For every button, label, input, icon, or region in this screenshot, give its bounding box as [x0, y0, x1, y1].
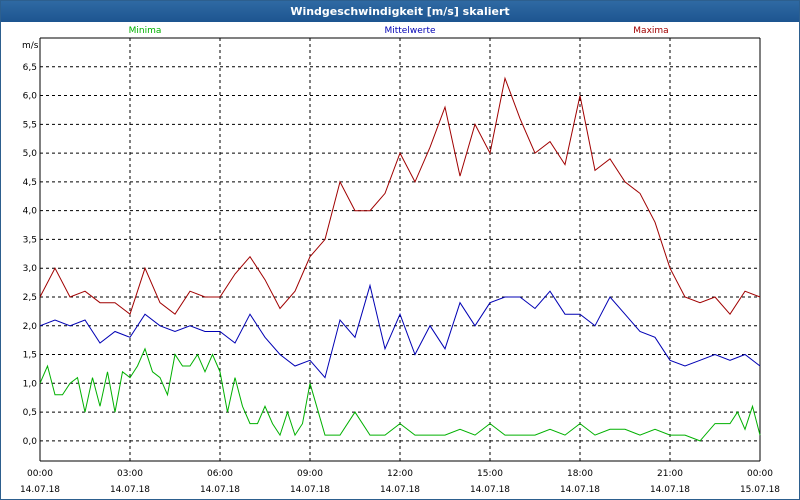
y-tick-label: 3,5	[23, 235, 37, 245]
x-tick-time: 21:00	[657, 469, 683, 479]
chart-grid	[40, 38, 760, 461]
x-tick-date: 14.07.18	[110, 485, 150, 495]
x-tick-date: 14.07.18	[560, 485, 600, 495]
legend-minima: Minima	[129, 26, 162, 36]
legend-maxima: Maxima	[633, 26, 668, 36]
y-axis-label: m/s	[22, 41, 39, 51]
y-tick-label: 4,0	[23, 207, 38, 217]
y-tick-label: 0,5	[23, 408, 37, 418]
x-tick-time: 09:00	[297, 469, 323, 479]
x-tick-date: 14.07.18	[650, 485, 690, 495]
x-tick-time: 18:00	[567, 469, 593, 479]
x-tick-time: 06:00	[207, 469, 233, 479]
x-tick-time: 15:00	[477, 469, 503, 479]
x-tick-time: 12:00	[387, 469, 413, 479]
y-tick-label: 1,5	[23, 351, 37, 361]
legend-mittelwerte: Mittelwerte	[384, 26, 435, 36]
x-tick-labels: 00:00 14.07.18 03:00 14.07.18 06:00 14.07.18 0…	[20, 469, 780, 495]
minima-series-line	[39, 347, 761, 442]
x-tick-date: 14.07.18	[290, 485, 330, 495]
chart-series	[39, 76, 761, 442]
y-tick-label: 2,5	[23, 293, 37, 303]
y-tick-labels: 0,0 0,5 1,0 1,5 2,0 2,5 3,0 3,5 4,0 4,5 5,0 5,5 6,0 6…	[23, 63, 38, 447]
x-tick-date: 14.07.18	[470, 485, 510, 495]
x-tick-time: 00:00	[27, 469, 53, 479]
chart-axes	[39, 37, 761, 462]
y-tick-label: 3,0	[23, 264, 38, 274]
window-title: Windgeschwindigkeit [m/s] skaliert	[1, 1, 799, 22]
x-tick-time: 03:00	[117, 469, 143, 479]
y-tick-label: 5,5	[23, 120, 37, 130]
y-tick-label: 6,0	[23, 92, 38, 102]
y-tick-label: 5,0	[23, 149, 38, 159]
y-tick-label: 2,0	[23, 322, 38, 332]
mittelwerte-series-line	[39, 283, 761, 379]
x-tick-date: 15.07.18	[740, 485, 780, 495]
x-tick-date: 14.07.18	[380, 485, 420, 495]
x-tick-date: 14.07.18	[200, 485, 240, 495]
y-tick-label: 0,0	[23, 437, 38, 447]
x-tick-time: 00:00	[747, 469, 773, 479]
x-tick-date: 14.07.18	[20, 485, 60, 495]
y-tick-label: 6,5	[23, 63, 37, 73]
maxima-series-line	[39, 76, 761, 316]
y-tick-label: 4,5	[23, 178, 37, 188]
y-tick-label: 1,0	[23, 379, 38, 389]
